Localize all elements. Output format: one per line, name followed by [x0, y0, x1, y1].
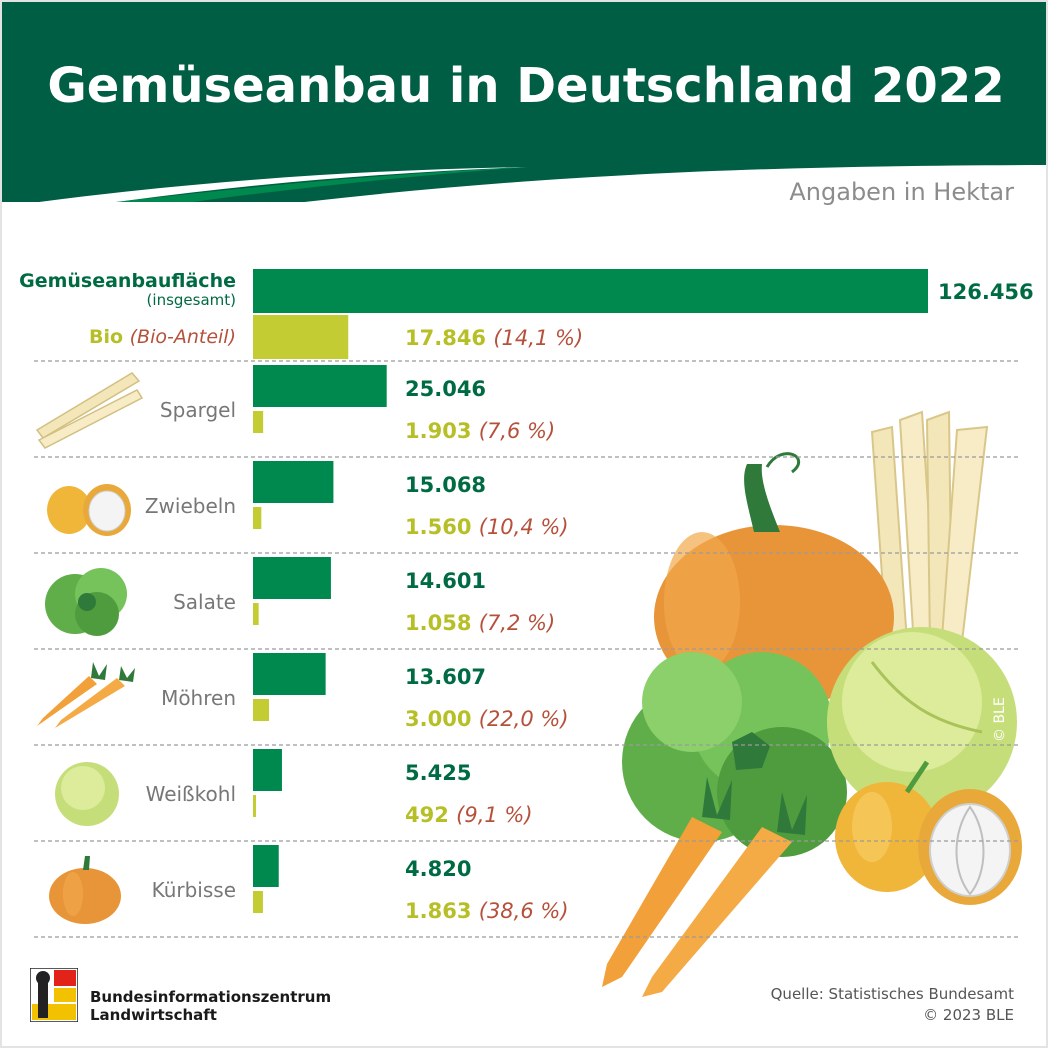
category-bio-value-0: 1.903 (7,6 %) — [405, 419, 555, 443]
pumpkin-icon — [49, 868, 121, 924]
category-bio-value-1: 1.560 (10,4 %) — [405, 515, 569, 539]
pumpkin-icon-stem — [83, 856, 90, 870]
category-total-value-5: 4.820 — [405, 857, 471, 881]
bar-5-total — [253, 845, 279, 887]
cabbage-illustration — [827, 627, 1017, 817]
onion-illustration — [835, 760, 1022, 905]
bio-label: Bio (Bio-Anteil) — [89, 326, 236, 348]
carrot-icon-leaves — [91, 662, 107, 680]
category-total-value-4: 5.425 — [405, 761, 471, 785]
bar-2-bio — [253, 603, 259, 625]
category-bio-value-5: 1.863 (38,6 %) — [405, 899, 569, 923]
category-label-0: Spargel — [160, 398, 236, 422]
bar-3-total — [253, 653, 326, 695]
carrot-icon — [37, 676, 97, 726]
category-bio-share-1: (10,4 %) — [479, 515, 569, 539]
bar-0-bio — [253, 411, 264, 433]
bio-label-text: Bio — [89, 326, 130, 348]
bar-1-bio — [253, 507, 262, 529]
category-bio-value-3: 3.000 (22,0 %) — [405, 707, 569, 731]
asparagus-icon — [35, 372, 141, 439]
category-bio-share-5: (38,6 %) — [479, 899, 569, 923]
copyright-text: © 2023 BLE — [923, 1006, 1014, 1024]
category-total-value-1: 15.068 — [405, 473, 486, 497]
organization-line-2: Landwirtschaft — [90, 1006, 217, 1024]
carrot-icon-2 — [55, 678, 125, 728]
lettuce-icon-core — [78, 593, 96, 611]
bar-4-bio — [253, 795, 256, 817]
bar-4-total — [253, 749, 282, 791]
organization-name: Bundesinformationszentrum Landwirtschaft — [90, 988, 331, 1024]
source-text: Quelle: Statistisches Bundesamt — [770, 985, 1014, 1003]
chart-rows: Gemüseanbaufläche(insgesamt) 126.456 Bio (… — [19, 269, 1034, 938]
page-title: Gemüseanbau in Deutschland 2022 — [47, 58, 1005, 114]
category-total-value-2: 14.601 — [405, 569, 486, 593]
asparagus-icon-stalk — [37, 389, 144, 449]
unit-note: Angaben in Hektar — [789, 178, 1014, 206]
category-bio-number-2: 1.058 — [405, 611, 479, 635]
ble-logo-icon — [30, 968, 78, 1022]
total-bio-value-label: 17.846 (14,1 %) — [405, 326, 583, 350]
bar-5-bio — [253, 891, 263, 913]
carrot-icon-leaves-2 — [119, 666, 135, 682]
header-banner — [2, 2, 1046, 202]
total-bio-value: 17.846 — [405, 326, 493, 350]
category-bio-share-3: (22,0 %) — [479, 707, 569, 731]
category-bio-number-1: 1.560 — [405, 515, 479, 539]
bio-label-suffix: (Bio-Anteil) — [130, 326, 236, 348]
category-bio-share-4: (9,1 %) — [456, 803, 532, 827]
category-bio-share-2: (7,2 %) — [479, 611, 555, 635]
bar-total — [253, 269, 928, 313]
cabbage-icon-inner — [61, 766, 105, 810]
image-copyright: © BLE — [992, 697, 1008, 742]
vegetable-illustration — [602, 410, 1022, 997]
organization-line-1: Bundesinformationszentrum — [90, 988, 332, 1006]
onion-icon — [47, 486, 91, 534]
total-bio-share: (14,1 %) — [493, 326, 583, 350]
category-bio-number-4: 492 — [405, 803, 456, 827]
source-note: Quelle: Statistisches Bundesamt © 2023 B… — [771, 984, 1014, 1026]
category-bio-value-4: 492 (9,1 %) — [405, 803, 533, 827]
total-sublabel: (insgesamt) — [147, 291, 236, 309]
bar-total-bio — [253, 315, 349, 359]
category-label-2: Salate — [173, 590, 236, 614]
pumpkin-icon-highlight — [63, 872, 83, 916]
category-total-value-3: 13.607 — [405, 665, 486, 689]
category-bio-number-0: 1.903 — [405, 419, 479, 443]
category-label-4: Weißkohl — [146, 782, 236, 806]
category-label-3: Möhren — [161, 686, 236, 710]
category-bio-number-5: 1.863 — [405, 899, 479, 923]
bar-2-total — [253, 557, 331, 599]
category-bio-share-0: (7,6 %) — [479, 419, 555, 443]
total-value-label: 126.456 — [938, 280, 1034, 304]
total-label: Gemüseanbaufläche — [19, 270, 236, 292]
category-label-5: Kürbisse — [152, 878, 236, 902]
bar-0-total — [253, 365, 387, 407]
category-bio-value-2: 1.058 (7,2 %) — [405, 611, 555, 635]
carrot-illustration — [602, 777, 807, 997]
bar-1-total — [253, 461, 334, 503]
bar-3-bio — [253, 699, 270, 721]
category-label-1: Zwiebeln — [145, 494, 236, 518]
category-bio-number-3: 3.000 — [405, 707, 479, 731]
lettuce-illustration — [622, 652, 847, 857]
category-total-value-0: 25.046 — [405, 377, 486, 401]
onion-icon-inner — [88, 490, 126, 532]
